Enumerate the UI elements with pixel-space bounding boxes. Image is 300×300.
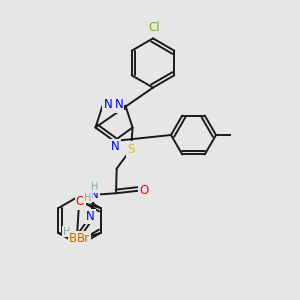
Text: N: N xyxy=(85,210,94,223)
Text: N: N xyxy=(90,188,99,201)
Text: Cl: Cl xyxy=(149,21,160,34)
Text: O: O xyxy=(140,184,149,197)
Text: N: N xyxy=(103,98,112,111)
Text: H: H xyxy=(84,193,91,203)
Text: N: N xyxy=(111,140,120,153)
Text: O: O xyxy=(76,195,85,208)
Text: Br: Br xyxy=(77,232,90,245)
Text: Br: Br xyxy=(69,232,82,245)
Text: H: H xyxy=(91,182,98,192)
Text: H: H xyxy=(63,226,70,237)
Text: S: S xyxy=(128,142,135,156)
Text: N: N xyxy=(115,98,123,111)
